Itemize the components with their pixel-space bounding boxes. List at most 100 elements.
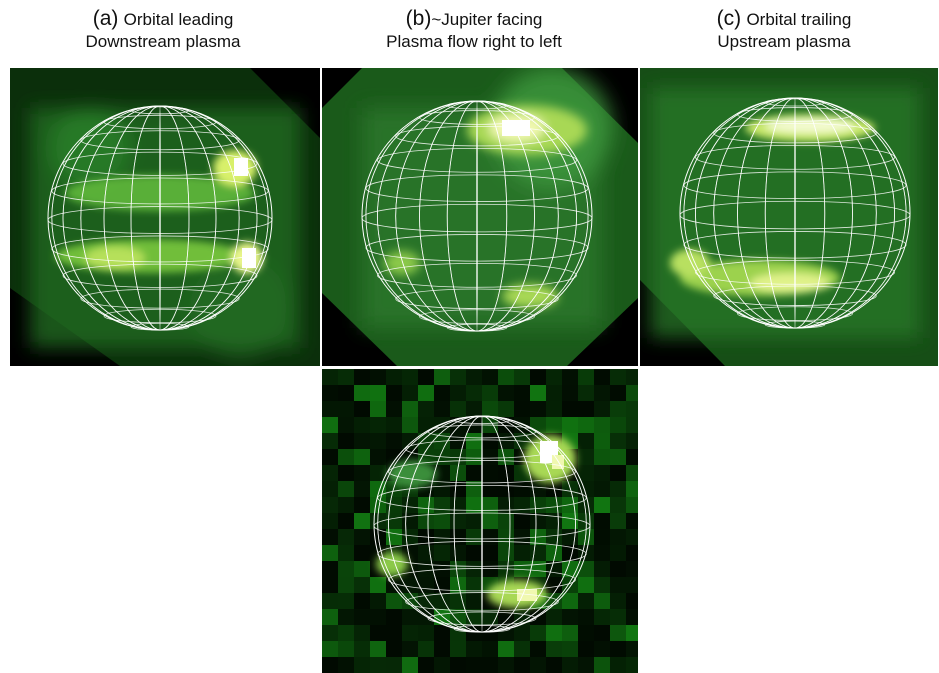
panel-a-tag: (a): [92, 7, 119, 30]
noise-pixel: [386, 641, 402, 657]
noise-pixel: [626, 401, 638, 417]
noise-pixel: [498, 449, 514, 465]
panel-a-globe-latitude: [51, 235, 269, 263]
noise-pixel: [402, 641, 418, 657]
noise-pixel: [546, 609, 562, 625]
noise-pixel: [626, 449, 638, 465]
noise-pixel: [594, 609, 610, 625]
noise-pixel: [530, 545, 546, 561]
noise-pixel: [466, 385, 482, 401]
panel-b-image: [322, 68, 638, 366]
panel-d-image: [322, 369, 638, 673]
noise-pixel: [386, 593, 402, 609]
noise-pixel: [482, 385, 498, 401]
noise-pixel: [450, 609, 466, 625]
noise-pixel: [466, 481, 482, 497]
panel-b-title: ~Jupiter facing: [431, 10, 543, 29]
noise-pixel: [386, 369, 402, 385]
noise-pixel: [546, 625, 562, 641]
panel-b-globe-latitude: [377, 147, 577, 173]
noise-pixel: [418, 497, 434, 513]
noise-pixel: [466, 609, 482, 625]
noise-pixel: [466, 513, 482, 529]
noise-pixel: [514, 481, 530, 497]
noise-pixel: [610, 417, 626, 433]
noise-pixel: [594, 465, 610, 481]
noise-pixel: [338, 513, 354, 529]
panel-a-subtitle: Downstream plasma: [85, 32, 241, 51]
noise-pixel: [370, 417, 386, 433]
noise-pixel: [530, 657, 546, 673]
panel-a-globe: [47, 105, 273, 331]
noise-pixel: [562, 561, 578, 577]
noise-pixel: [434, 513, 450, 529]
noise-pixel: [514, 385, 530, 401]
noise-pixel: [450, 401, 466, 417]
noise-pixel: [626, 497, 638, 513]
noise-pixel: [322, 497, 338, 513]
noise-pixel: [594, 497, 610, 513]
noise-pixel: [530, 641, 546, 657]
noise-pixel: [482, 433, 498, 449]
noise-pixel: [546, 657, 562, 673]
noise-pixel: [546, 369, 562, 385]
noise-pixel: [562, 369, 578, 385]
noise-pixel: [530, 369, 546, 385]
panel-b-globe-latitude: [365, 174, 589, 202]
noise-pixel: [498, 513, 514, 529]
panel-d-globe-longitude: [377, 415, 587, 633]
noise-pixel: [578, 417, 594, 433]
noise-pixel: [578, 433, 594, 449]
noise-pixel: [482, 641, 498, 657]
noise-pixel: [594, 657, 610, 673]
noise-pixel: [370, 657, 386, 673]
noise-pixel: [434, 545, 450, 561]
noise-pixel: [626, 481, 638, 497]
noise-pixel: [434, 657, 450, 673]
noise-pixel: [418, 449, 434, 465]
noise-pixel: [466, 577, 482, 593]
noise-pixel: [418, 417, 434, 433]
panel-c-globe-latitude: [683, 171, 907, 199]
panel-d-globe-latitude: [373, 512, 591, 540]
panel-d-svg: [322, 369, 638, 673]
noise-pixel: [354, 481, 370, 497]
noise-pixel: [386, 657, 402, 673]
noise-pixel: [578, 577, 594, 593]
noise-pixel: [482, 401, 498, 417]
noise-pixel: [626, 625, 638, 641]
noise-pixel: [498, 481, 514, 497]
noise-pixel: [338, 465, 354, 481]
noise-pixel: [338, 657, 354, 673]
noise-pixel: [386, 417, 402, 433]
noise-pixel: [450, 369, 466, 385]
panel-c-globe-latitude: [679, 200, 911, 230]
panel-c-globe-latitude: [737, 306, 853, 321]
noise-pixel: [354, 449, 370, 465]
noise-pixel: [322, 657, 338, 673]
noise-pixel: [626, 465, 638, 481]
noise-pixel: [466, 593, 482, 609]
noise-pixel: [370, 449, 386, 465]
panel-c-globe-latitude: [713, 122, 877, 144]
panel-d-globe: [373, 415, 591, 633]
noise-pixel: [322, 449, 338, 465]
noise-pixel: [338, 593, 354, 609]
panel-c-tag: (c): [716, 7, 742, 30]
noise-pixel: [610, 593, 626, 609]
noise-pixel: [578, 593, 594, 609]
noise-pixel: [466, 497, 482, 513]
noise-pixel: [482, 561, 498, 577]
noise-pixel: [418, 641, 434, 657]
noise-pixel: [498, 609, 514, 625]
panel-d-globe-latitude: [388, 568, 576, 592]
panel-d-peak-3: [517, 589, 537, 601]
panel-d-peak-2: [552, 455, 564, 469]
noise-pixel: [354, 561, 370, 577]
noise-pixel: [610, 577, 626, 593]
noise-pixel: [482, 449, 498, 465]
noise-pixel: [546, 401, 562, 417]
panel-b-globe-latitude: [361, 203, 593, 233]
noise-pixel: [578, 401, 594, 417]
panel-c-globe-latitude: [683, 231, 907, 259]
